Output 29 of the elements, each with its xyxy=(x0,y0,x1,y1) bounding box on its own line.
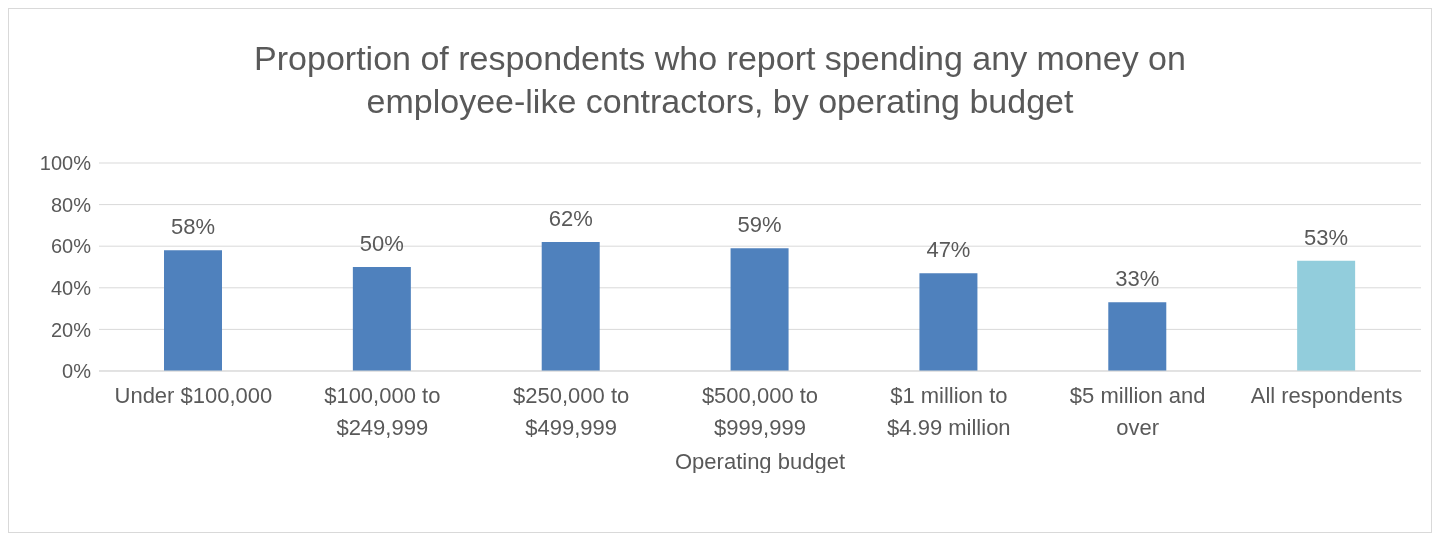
x-tick-label: $5 million and over xyxy=(1069,383,1206,440)
data-label: 47% xyxy=(926,237,971,263)
x-tick-label: $500,000 to $999,999 xyxy=(701,383,819,440)
y-tick-label: 40% xyxy=(50,276,92,299)
chart-title: Proportion of respondents who report spending any money on employee-like contractors, by operating budget xyxy=(253,38,1187,122)
data-label: 50% xyxy=(359,231,404,256)
bar xyxy=(919,273,978,371)
bar xyxy=(164,250,222,371)
data-label: 53% xyxy=(1304,224,1349,250)
x-axis-title: Operating budget xyxy=(674,449,846,474)
bar xyxy=(730,248,789,371)
bar xyxy=(352,267,411,371)
data-label: 62% xyxy=(548,206,593,232)
x-tick-label: $250,000 to $499,999 xyxy=(513,383,630,440)
bar xyxy=(541,242,600,371)
x-tick-label: $1 million to $4.99 million xyxy=(887,383,1011,440)
data-label: 33% xyxy=(1115,266,1160,292)
y-tick-label: 20% xyxy=(50,318,92,341)
x-tick-label: $100,000 to $249,999 xyxy=(324,383,441,440)
y-tick-label: 80% xyxy=(50,193,92,216)
x-tick-label: Under $100,000 xyxy=(114,383,273,408)
bar xyxy=(1297,260,1356,371)
data-label: 59% xyxy=(737,212,782,238)
y-tick-label: 0% xyxy=(62,360,92,383)
y-tick-label: 60% xyxy=(50,235,92,258)
y-tick-label: 100% xyxy=(39,152,92,175)
data-label: 58% xyxy=(170,214,216,240)
bar xyxy=(1108,302,1167,371)
x-tick-label: All respondents xyxy=(1250,383,1403,408)
